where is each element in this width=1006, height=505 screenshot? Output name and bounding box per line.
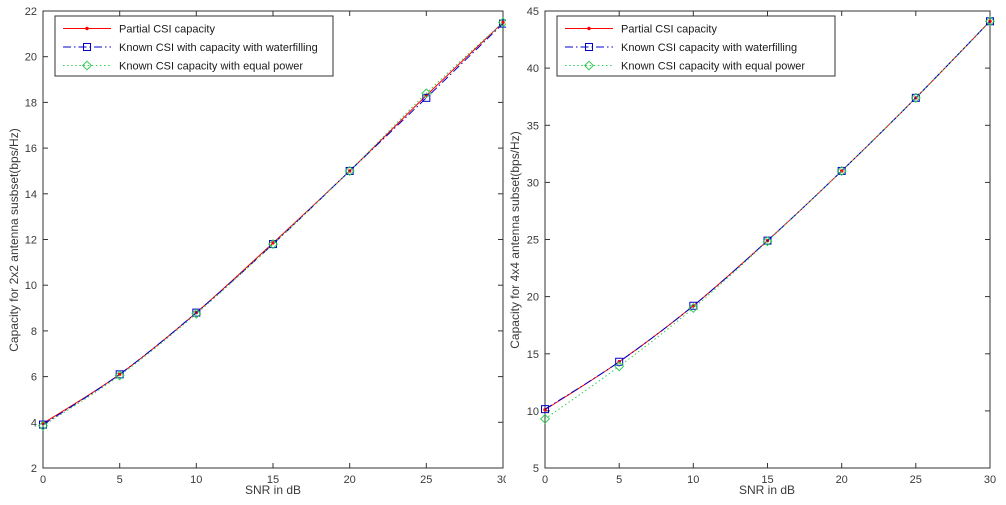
series-marker-2 <box>344 165 355 176</box>
y-tick-label: 2 <box>31 463 37 475</box>
series-marker-1 <box>422 93 431 102</box>
y-tick-label: 10 <box>527 406 539 418</box>
series-marker-2 <box>539 413 551 424</box>
legend-sample-marker-0 <box>85 26 89 31</box>
x-tick-label: 20 <box>836 474 848 486</box>
x-tick-label: 10 <box>687 474 699 486</box>
legend: Partial CSI capacity Known CSI with capac… <box>54 15 334 77</box>
x-tick-label: 0 <box>542 474 548 486</box>
series-marker-2 <box>191 308 202 319</box>
legend-sample-marker-2 <box>583 60 595 71</box>
x-tick-label: 15 <box>267 474 279 486</box>
x-tick-label: 25 <box>420 474 432 486</box>
legend-sample-marker-1 <box>585 43 593 51</box>
series-marker-2 <box>910 92 921 103</box>
series-marker-2 <box>114 370 125 381</box>
y-tick-label: 30 <box>527 177 539 189</box>
chart-2x2-plot: 0 5 10 15 20 25 30 2 4 6 8 10 12 14 16 18 20 22 Partial CS… <box>25 6 506 486</box>
series-marker-2 <box>497 17 506 28</box>
y-tick-label: 20 <box>527 292 539 304</box>
legend-label-0: Partial CSI capacity <box>621 24 717 36</box>
y-tick-label: 18 <box>25 97 37 109</box>
x-tick-label: 30 <box>984 474 996 486</box>
series-marker-1 <box>986 17 994 26</box>
y-tick-label: 14 <box>25 189 37 201</box>
x-tick-label: 0 <box>40 474 46 486</box>
y-tick-label: 20 <box>25 52 37 64</box>
y-axis-label-4x4: Capacity for 4x4 antenna subset(bps/Hz) <box>508 131 522 349</box>
series-marker-1 <box>269 240 277 249</box>
legend-label-0: Partial CSI capacity <box>119 24 215 36</box>
series-marker-2 <box>421 88 432 99</box>
series-marker-2 <box>37 420 49 431</box>
y-tick-label: 8 <box>31 326 37 338</box>
series-marker-0 <box>271 241 275 245</box>
series-marker-2 <box>762 236 773 247</box>
series-marker-1 <box>541 405 549 414</box>
legend-sample-marker-0 <box>587 26 591 31</box>
legend-sample-marker-2 <box>81 60 93 71</box>
series-marker-1 <box>345 166 354 175</box>
x-tick-label: 5 <box>616 474 622 486</box>
series-marker-0 <box>117 372 122 377</box>
x-tick-label: 20 <box>344 474 356 486</box>
axis-ticks <box>42 10 504 469</box>
series-marker-2 <box>614 361 625 372</box>
y-tick-label: 12 <box>25 235 37 247</box>
x-tick-label: 10 <box>190 474 202 486</box>
legend-sample-marker-1 <box>83 43 91 51</box>
x-axis-label-2x2: SNR in dB <box>244 483 302 497</box>
y-tick-label: 10 <box>25 280 37 292</box>
y-tick-label: 45 <box>527 6 539 18</box>
legend-label-2: Known CSI capacity with equal power <box>621 61 805 73</box>
y-tick-label: 35 <box>527 120 539 132</box>
series-marker-1 <box>689 301 698 310</box>
series-marker-1 <box>911 93 920 102</box>
series-marker-2 <box>267 239 279 250</box>
y-tick-label: 5 <box>533 463 539 475</box>
x-tick-label: 5 <box>117 474 123 486</box>
series-marker-2 <box>836 165 847 176</box>
y-tick-label: 6 <box>31 372 37 384</box>
x-tick-label: 30 <box>497 474 506 486</box>
series-marker-2 <box>984 16 996 27</box>
y-axis-label-2x2: Capacity for 2x2 antenna susbset(bps/Hz) <box>7 128 21 352</box>
series-marker-1 <box>837 166 846 175</box>
y-tick-label: 22 <box>25 6 37 18</box>
series-marker-1 <box>615 357 624 366</box>
y-tick-label: 25 <box>527 235 539 247</box>
y-tick-label: 4 <box>31 417 37 429</box>
x-tick-label: 15 <box>761 474 773 486</box>
legend: Partial CSI capacity Known CSI capacity w… <box>556 15 836 77</box>
y-tick-label: 40 <box>527 63 539 75</box>
series-marker-2 <box>688 303 699 314</box>
legend-label-2: Known CSI capacity with equal power <box>119 61 303 73</box>
series-line-2 <box>42 22 504 427</box>
y-tick-label: 15 <box>527 349 539 361</box>
x-tick-label: 25 <box>910 474 922 486</box>
y-tick-label: 16 <box>25 143 37 155</box>
x-axis-label-4x4: SNR in dB <box>738 483 796 497</box>
legend-label-1: Known CSI capacity with waterfilling <box>621 42 797 54</box>
series-line-2 <box>544 20 991 420</box>
legend-label-1: Known CSI with capacity with waterfillin… <box>119 42 318 54</box>
